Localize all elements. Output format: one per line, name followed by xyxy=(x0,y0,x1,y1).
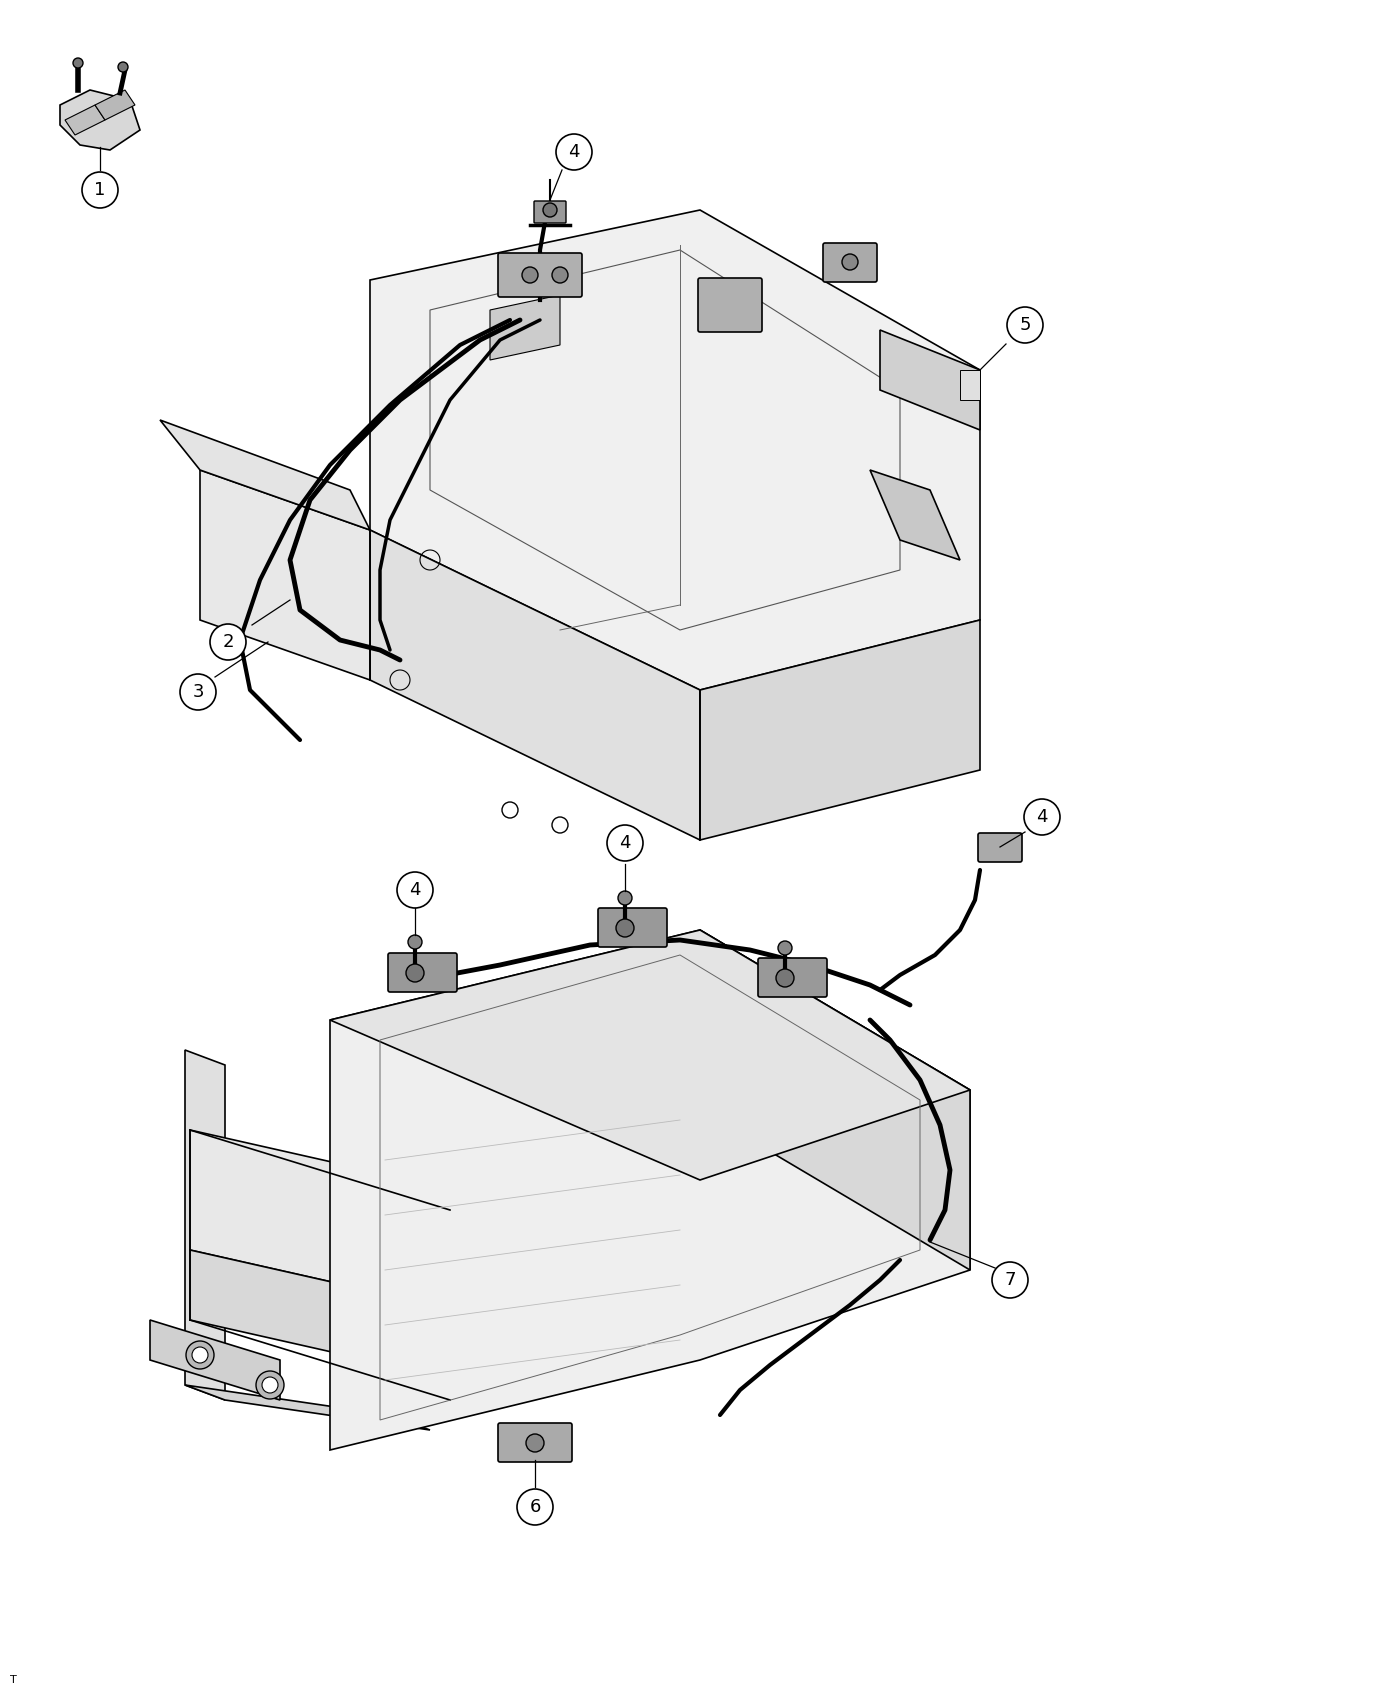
Polygon shape xyxy=(185,1051,225,1401)
Text: 1: 1 xyxy=(94,180,105,199)
Polygon shape xyxy=(190,1130,500,1319)
Circle shape xyxy=(181,673,216,711)
Circle shape xyxy=(210,624,246,660)
Polygon shape xyxy=(960,371,980,400)
Circle shape xyxy=(118,61,127,71)
Circle shape xyxy=(522,267,538,282)
Circle shape xyxy=(543,202,557,218)
Circle shape xyxy=(406,964,424,983)
Polygon shape xyxy=(869,469,960,559)
Text: 2: 2 xyxy=(223,632,234,651)
Polygon shape xyxy=(95,90,134,121)
Polygon shape xyxy=(60,90,140,150)
Text: 4: 4 xyxy=(409,881,421,899)
Circle shape xyxy=(556,134,592,170)
Text: 7: 7 xyxy=(1004,1272,1016,1289)
Text: 4: 4 xyxy=(619,835,631,852)
Text: T: T xyxy=(10,1674,17,1685)
Polygon shape xyxy=(370,530,700,840)
Circle shape xyxy=(1023,799,1060,835)
FancyBboxPatch shape xyxy=(533,201,566,223)
Polygon shape xyxy=(700,930,970,1270)
Circle shape xyxy=(841,253,858,270)
Text: 4: 4 xyxy=(1036,808,1047,826)
Circle shape xyxy=(186,1341,214,1368)
FancyBboxPatch shape xyxy=(699,279,762,332)
FancyBboxPatch shape xyxy=(598,908,666,947)
Polygon shape xyxy=(64,105,105,134)
Polygon shape xyxy=(190,1250,500,1391)
Circle shape xyxy=(616,920,634,937)
Circle shape xyxy=(262,1377,279,1392)
Polygon shape xyxy=(490,296,560,360)
Circle shape xyxy=(993,1261,1028,1299)
Circle shape xyxy=(83,172,118,207)
Polygon shape xyxy=(330,930,970,1450)
Circle shape xyxy=(776,969,794,988)
Circle shape xyxy=(552,267,568,282)
Polygon shape xyxy=(150,1319,280,1401)
Polygon shape xyxy=(700,620,980,840)
FancyBboxPatch shape xyxy=(979,833,1022,862)
Circle shape xyxy=(73,58,83,68)
FancyBboxPatch shape xyxy=(757,959,827,996)
Polygon shape xyxy=(370,211,980,690)
Text: 4: 4 xyxy=(568,143,580,162)
Circle shape xyxy=(192,1346,209,1363)
Circle shape xyxy=(1007,308,1043,343)
Text: 6: 6 xyxy=(529,1498,540,1516)
Circle shape xyxy=(608,824,643,860)
Text: 3: 3 xyxy=(192,683,204,700)
Circle shape xyxy=(517,1489,553,1525)
FancyBboxPatch shape xyxy=(823,243,876,282)
Polygon shape xyxy=(160,420,370,530)
FancyBboxPatch shape xyxy=(388,954,456,993)
FancyBboxPatch shape xyxy=(498,253,582,298)
FancyBboxPatch shape xyxy=(498,1423,573,1462)
Circle shape xyxy=(398,872,433,908)
Polygon shape xyxy=(200,469,370,680)
Polygon shape xyxy=(881,330,980,430)
Polygon shape xyxy=(330,930,970,1180)
Circle shape xyxy=(778,942,792,955)
Text: 5: 5 xyxy=(1019,316,1030,333)
Circle shape xyxy=(407,935,421,949)
Polygon shape xyxy=(185,1386,430,1430)
Circle shape xyxy=(617,891,631,904)
Circle shape xyxy=(256,1370,284,1399)
Circle shape xyxy=(526,1435,545,1452)
